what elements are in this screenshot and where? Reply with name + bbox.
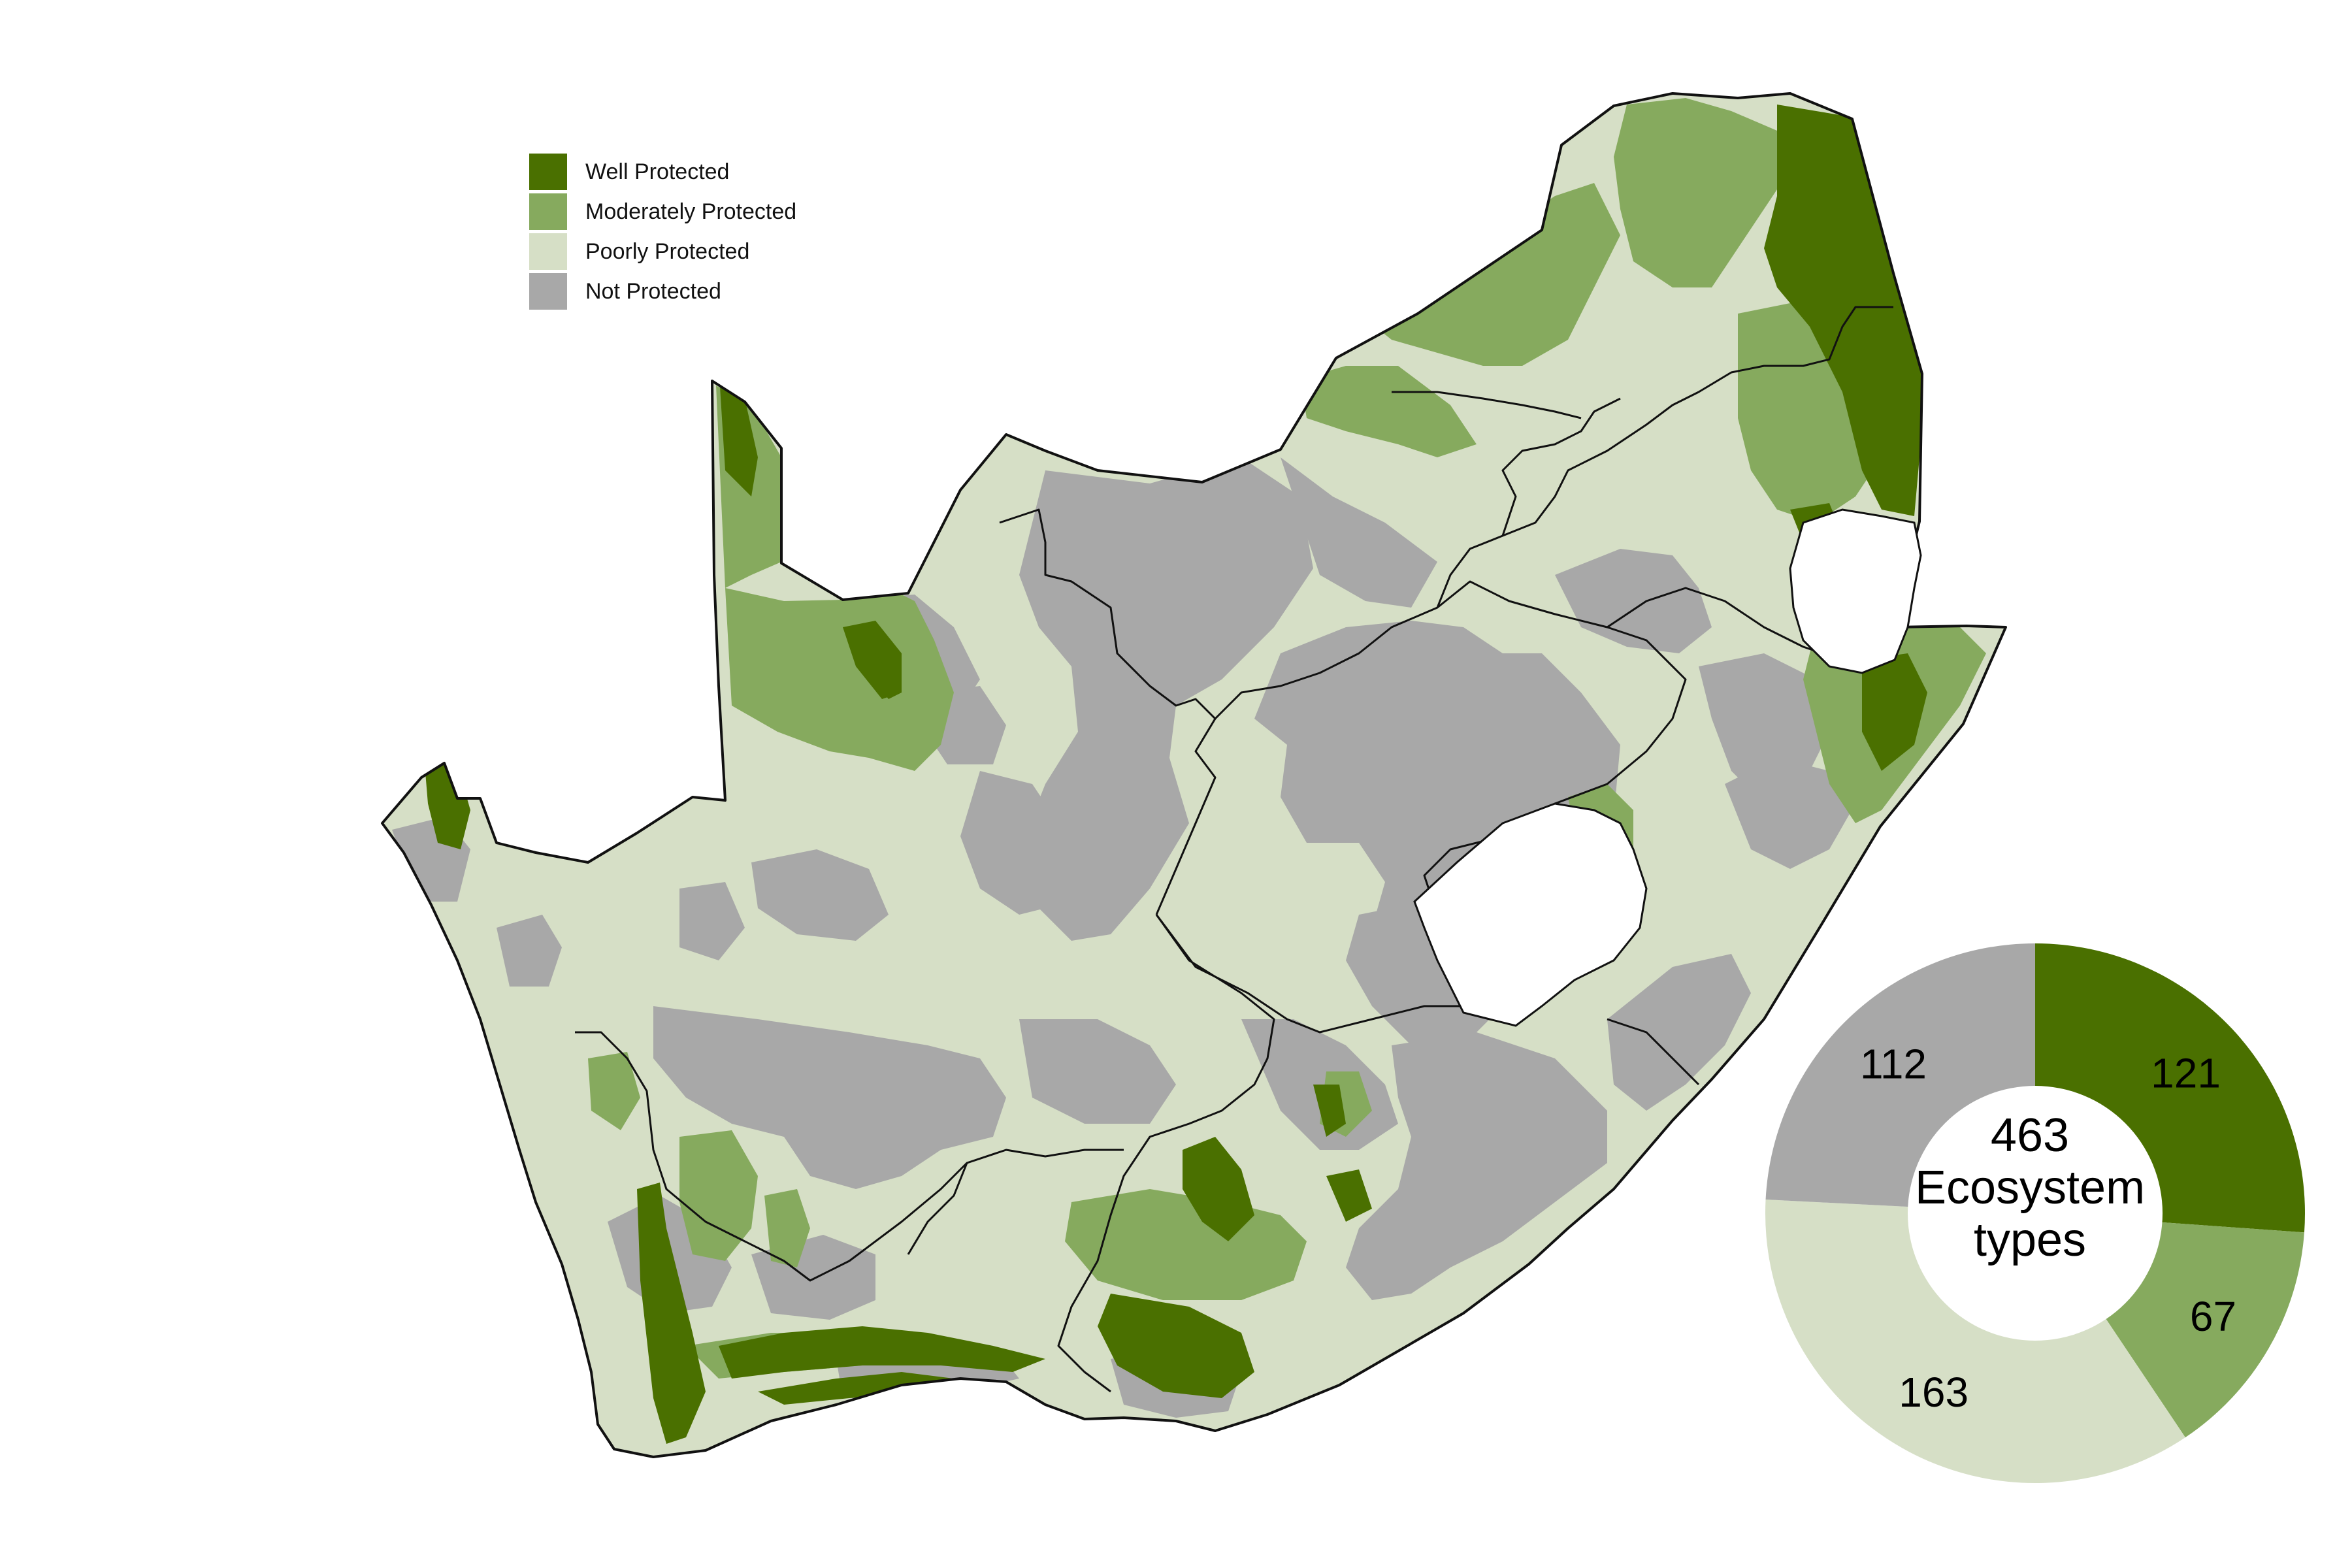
eswatini: [1789, 508, 1922, 674]
donut-value-label: 121: [2151, 1049, 2221, 1096]
donut-value-labels: 121 67 163 112: [1860, 1041, 2236, 1416]
boundaries: [381, 92, 2007, 1458]
legend-swatch: [529, 154, 567, 190]
donut-value-label: 67: [2190, 1293, 2236, 1340]
lesotho: [1413, 802, 1648, 1027]
donut-value-label: 112: [1860, 1041, 1927, 1088]
donut-center-line-1: 463: [1991, 1109, 2069, 1162]
legend-swatch: [529, 193, 567, 230]
well-protected-areas: [425, 105, 1927, 1444]
donut-center-line-2: Ecosystem: [1915, 1162, 2145, 1214]
legend-swatch: [529, 273, 567, 310]
legend-label: Not Protected: [585, 279, 721, 304]
donut-center-line-3: types: [1974, 1214, 2086, 1266]
donut-hole: [1908, 1086, 2163, 1341]
legend-label: Moderately Protected: [585, 199, 797, 224]
legend-swatch: [529, 233, 567, 270]
ecosystem-donut-chart: 121 67 163 112 463 Ecosystem types: [1765, 943, 2305, 1484]
legend-label: Well Protected: [585, 159, 730, 184]
donut-slice-poorly-protected: [1765, 1199, 2185, 1484]
country-outline: [381, 92, 2007, 1458]
enclaves: [1413, 508, 1922, 1027]
donut-value-label: 163: [1899, 1369, 1968, 1416]
legend-label: Poorly Protected: [585, 239, 750, 264]
